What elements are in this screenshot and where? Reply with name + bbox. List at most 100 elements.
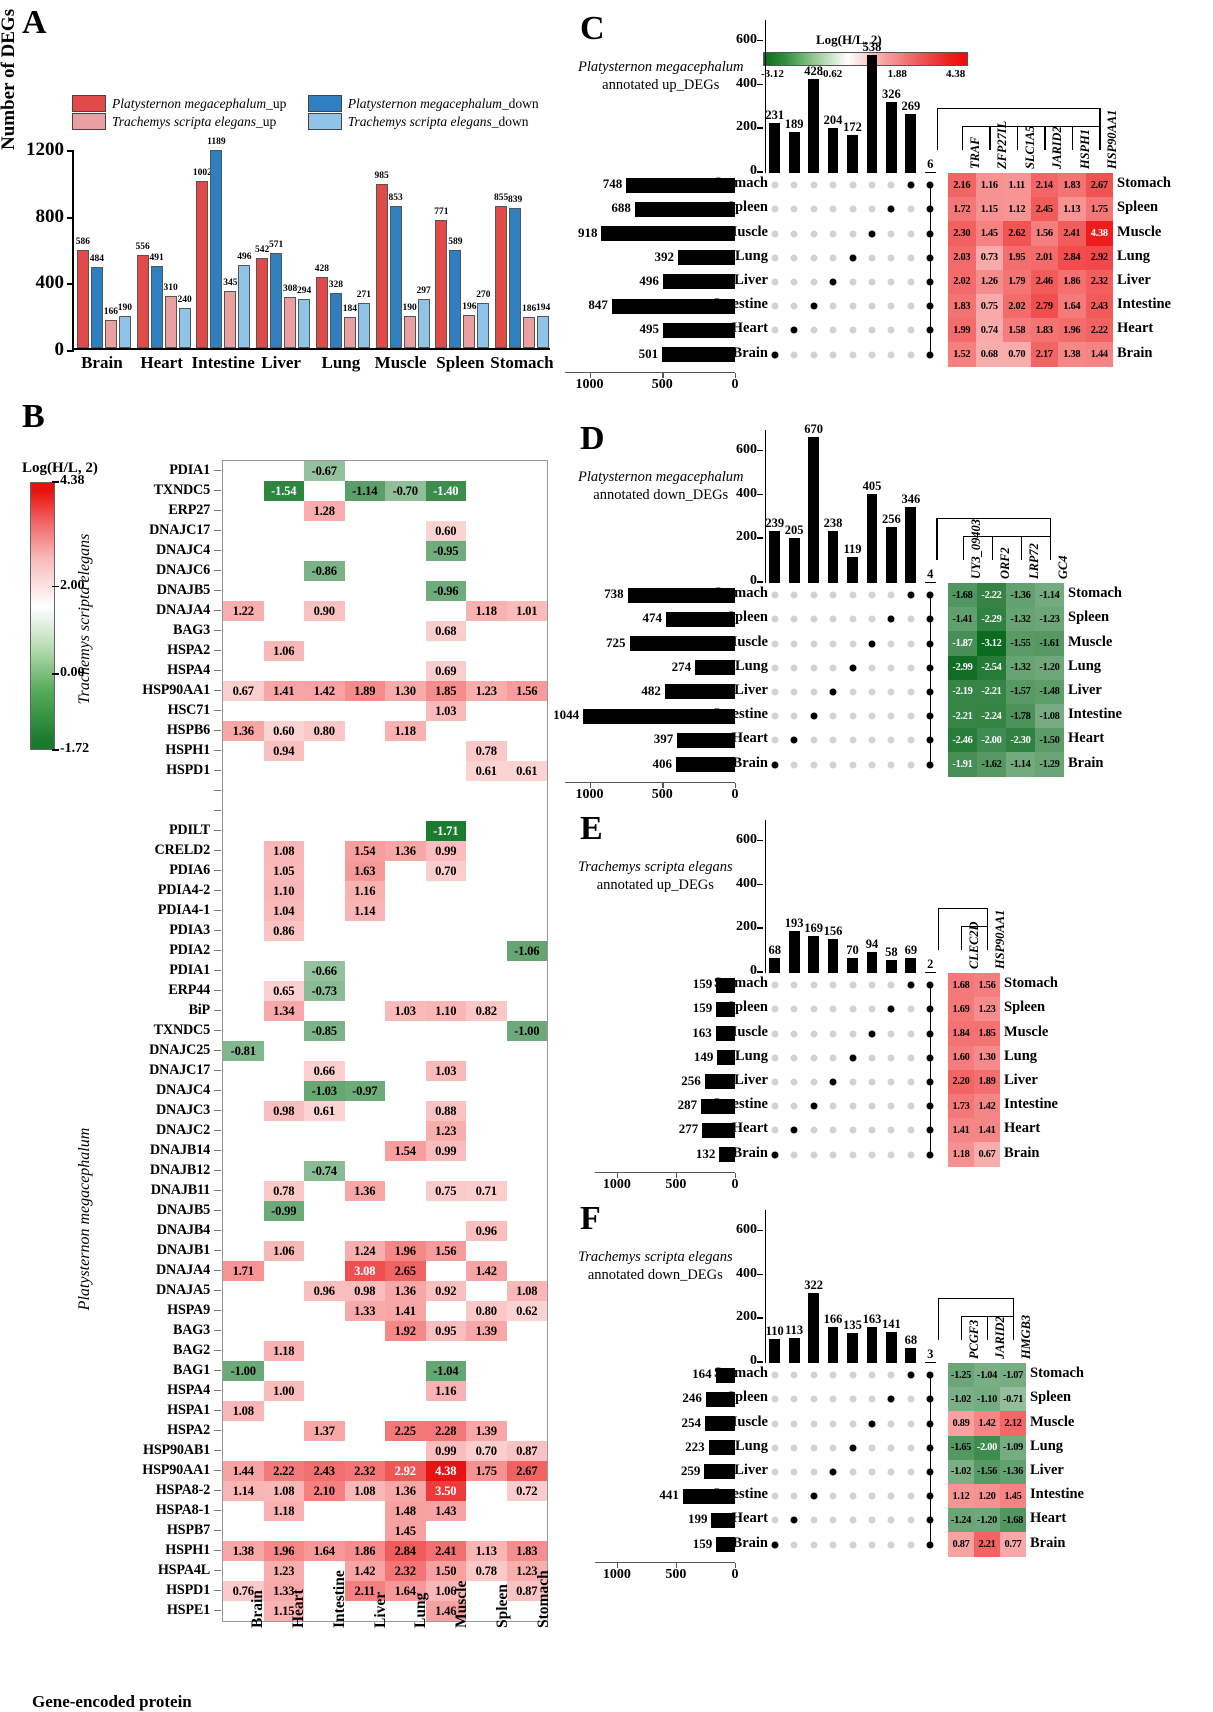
panel-b-cell: [466, 1601, 507, 1621]
panel-d-heatmap-row: -2.19 -2.21 -1.57 -1.48: [948, 679, 1064, 704]
panel-b-cell: 0.60: [263, 721, 304, 741]
panel-c-y-tick: 400: [717, 76, 763, 92]
panel-c-intersection-bar: 538: [863, 40, 881, 173]
panel-b-cell: [304, 841, 345, 861]
panel-e-axis-tick: [675, 1172, 678, 1178]
panel-d-matrix-dot: [907, 712, 915, 720]
panel-f-matrix-dot: [810, 1541, 818, 1548]
panel-f-set-size-bar: [682, 1488, 735, 1504]
panel-d-matrix-dot: [790, 664, 798, 672]
panel-f-heatmap-cell: -1.10: [974, 1387, 1000, 1412]
panel-b-cell: [223, 1521, 264, 1541]
panel-d-heatmap-cell: -2.22: [977, 583, 1006, 608]
panel-e-matrix-dot: [829, 1126, 837, 1134]
panel-c-matrix-dot: [790, 302, 798, 310]
panel-b-cell: 1.42: [466, 1261, 507, 1281]
panel-f-matrix-dot: [849, 1468, 856, 1476]
panel-f-matrix-dot: [771, 1371, 779, 1379]
panel-c-matrix-dot: [829, 351, 837, 358]
panel-b-cell: 1.24: [344, 1241, 385, 1261]
panel-c-intersection-bar: 172: [843, 120, 862, 173]
panel-b-row-label: HSPD1: [166, 1582, 210, 1598]
panel-b-row-label: DNAJB5: [156, 1202, 210, 1218]
panel-d-intersection-value: 256: [882, 512, 901, 527]
panel-b-cell: [466, 521, 507, 541]
panel-a-x-label: Brain: [81, 353, 123, 372]
panel-b-heatmap-row: 1.10 1.16: [223, 881, 547, 901]
panel-b-cell: 0.67: [223, 681, 264, 701]
panel-b-cell: [425, 561, 466, 581]
panel-c-matrix-dot: [849, 230, 856, 237]
panel-c-matrix-dot: [868, 254, 876, 262]
panel-b-cell: -1.04: [425, 1361, 466, 1381]
panel-d-intersection-value: 239: [765, 515, 785, 530]
panel-a-bar-fill: [196, 181, 209, 348]
panel-d-intersection-value: 670: [804, 421, 823, 436]
dendrogram-leaf: [1016, 126, 1019, 150]
panel-f-matrix-dot: [907, 1541, 915, 1548]
panel-a-legend-item: Platysternon megacephalum_down: [307, 95, 552, 112]
panel-b-cell: [223, 1341, 264, 1361]
panel-a-bar: 542: [255, 245, 269, 348]
panel-b-cell: [466, 1141, 507, 1161]
panel-c-heatmap-cell: 2.45: [1030, 197, 1058, 222]
panel-d-matrix-dot: [887, 761, 895, 768]
panel-c-heatmap-cell: 2.92: [1085, 245, 1113, 270]
dendrogram-leaf: [1099, 126, 1101, 150]
panel-b-cell: [506, 541, 547, 561]
panel-b-cell: [425, 881, 466, 901]
panel-b-cell: [344, 1101, 385, 1121]
panel-b-row-label: DNAJC3: [156, 1102, 210, 1118]
panel-f-set-size-value: 159: [692, 1535, 713, 1551]
panel-b-cell: [466, 1521, 507, 1541]
panel-a-bar-fill: [449, 249, 462, 348]
panel-b-cell: 1.06: [263, 641, 304, 661]
panel-b-cell: [223, 981, 264, 1001]
panel-d-matrix-dot: [849, 761, 856, 768]
panel-b-cell: [385, 781, 426, 801]
panel-b-cell: [344, 501, 385, 521]
panel-e-matrix-dot: [907, 1126, 915, 1134]
panel-b-cell: [263, 941, 304, 961]
panel-b-cell: [263, 1021, 304, 1041]
panel-b-cell: [344, 1421, 385, 1441]
panel-b-cell: 1.16: [344, 881, 385, 901]
panel-b-cell: [466, 501, 507, 521]
panel-b-cell: [425, 501, 466, 521]
panel-f-heatmap-row-label: Heart: [1030, 1510, 1067, 1527]
panel-c-matrix-dot: [887, 230, 895, 237]
panel-b-cell: [263, 661, 304, 681]
panel-b-cell: 1.08: [223, 1401, 264, 1421]
panel-b-cell: [466, 881, 507, 901]
panel-b-row-label: CRELD2: [154, 842, 210, 858]
panel-e-matrix-dot: [887, 1030, 895, 1037]
dendrogram-leaf: [1020, 536, 1022, 560]
panel-c-matrix-dot: [810, 302, 818, 310]
panel-b-cell: [385, 981, 426, 1001]
panel-c-heatmap-cell: 0.74: [975, 318, 1003, 343]
panel-d-intersection-bar: 205: [785, 523, 804, 583]
panel-b-cell: [506, 921, 547, 941]
panel-d-heatmap-cell: -1.91: [948, 752, 977, 777]
panel-c-matrix-dot: [790, 205, 798, 213]
panel-d-matrix-dot: [829, 615, 837, 623]
panel-f-matrix-dot: [887, 1420, 895, 1427]
panel-b-cell: 1.30: [385, 681, 426, 701]
panel-b-cell: 1.96: [263, 1541, 304, 1561]
panel-b-row-label: PDILT: [168, 822, 210, 838]
panel-f-intersection-bar: 141: [882, 1317, 901, 1363]
panel-f-matrix-dot: [810, 1492, 818, 1500]
panel-c-heatmap-cell: 1.13: [1058, 197, 1086, 222]
panel-b-row-tick: [214, 1390, 221, 1392]
panel-b-cell: 0.70: [425, 861, 466, 881]
panel-b-cell: 1.23: [506, 1561, 547, 1581]
panel-c-axis-tick: [735, 372, 737, 378]
panel-d-matrix-dot: [868, 712, 876, 720]
panel-b-cell: 1.36: [223, 721, 264, 741]
panel-b-cell: [506, 1521, 547, 1541]
panel-b-cell: 0.71: [466, 1181, 507, 1201]
panel-e-y-tick: 400: [717, 876, 763, 892]
panel-c-matrix-dot: [868, 181, 876, 189]
panel-b-cell: [304, 1581, 345, 1601]
panel-f-axis-tick-label: 1000: [602, 1566, 631, 1582]
